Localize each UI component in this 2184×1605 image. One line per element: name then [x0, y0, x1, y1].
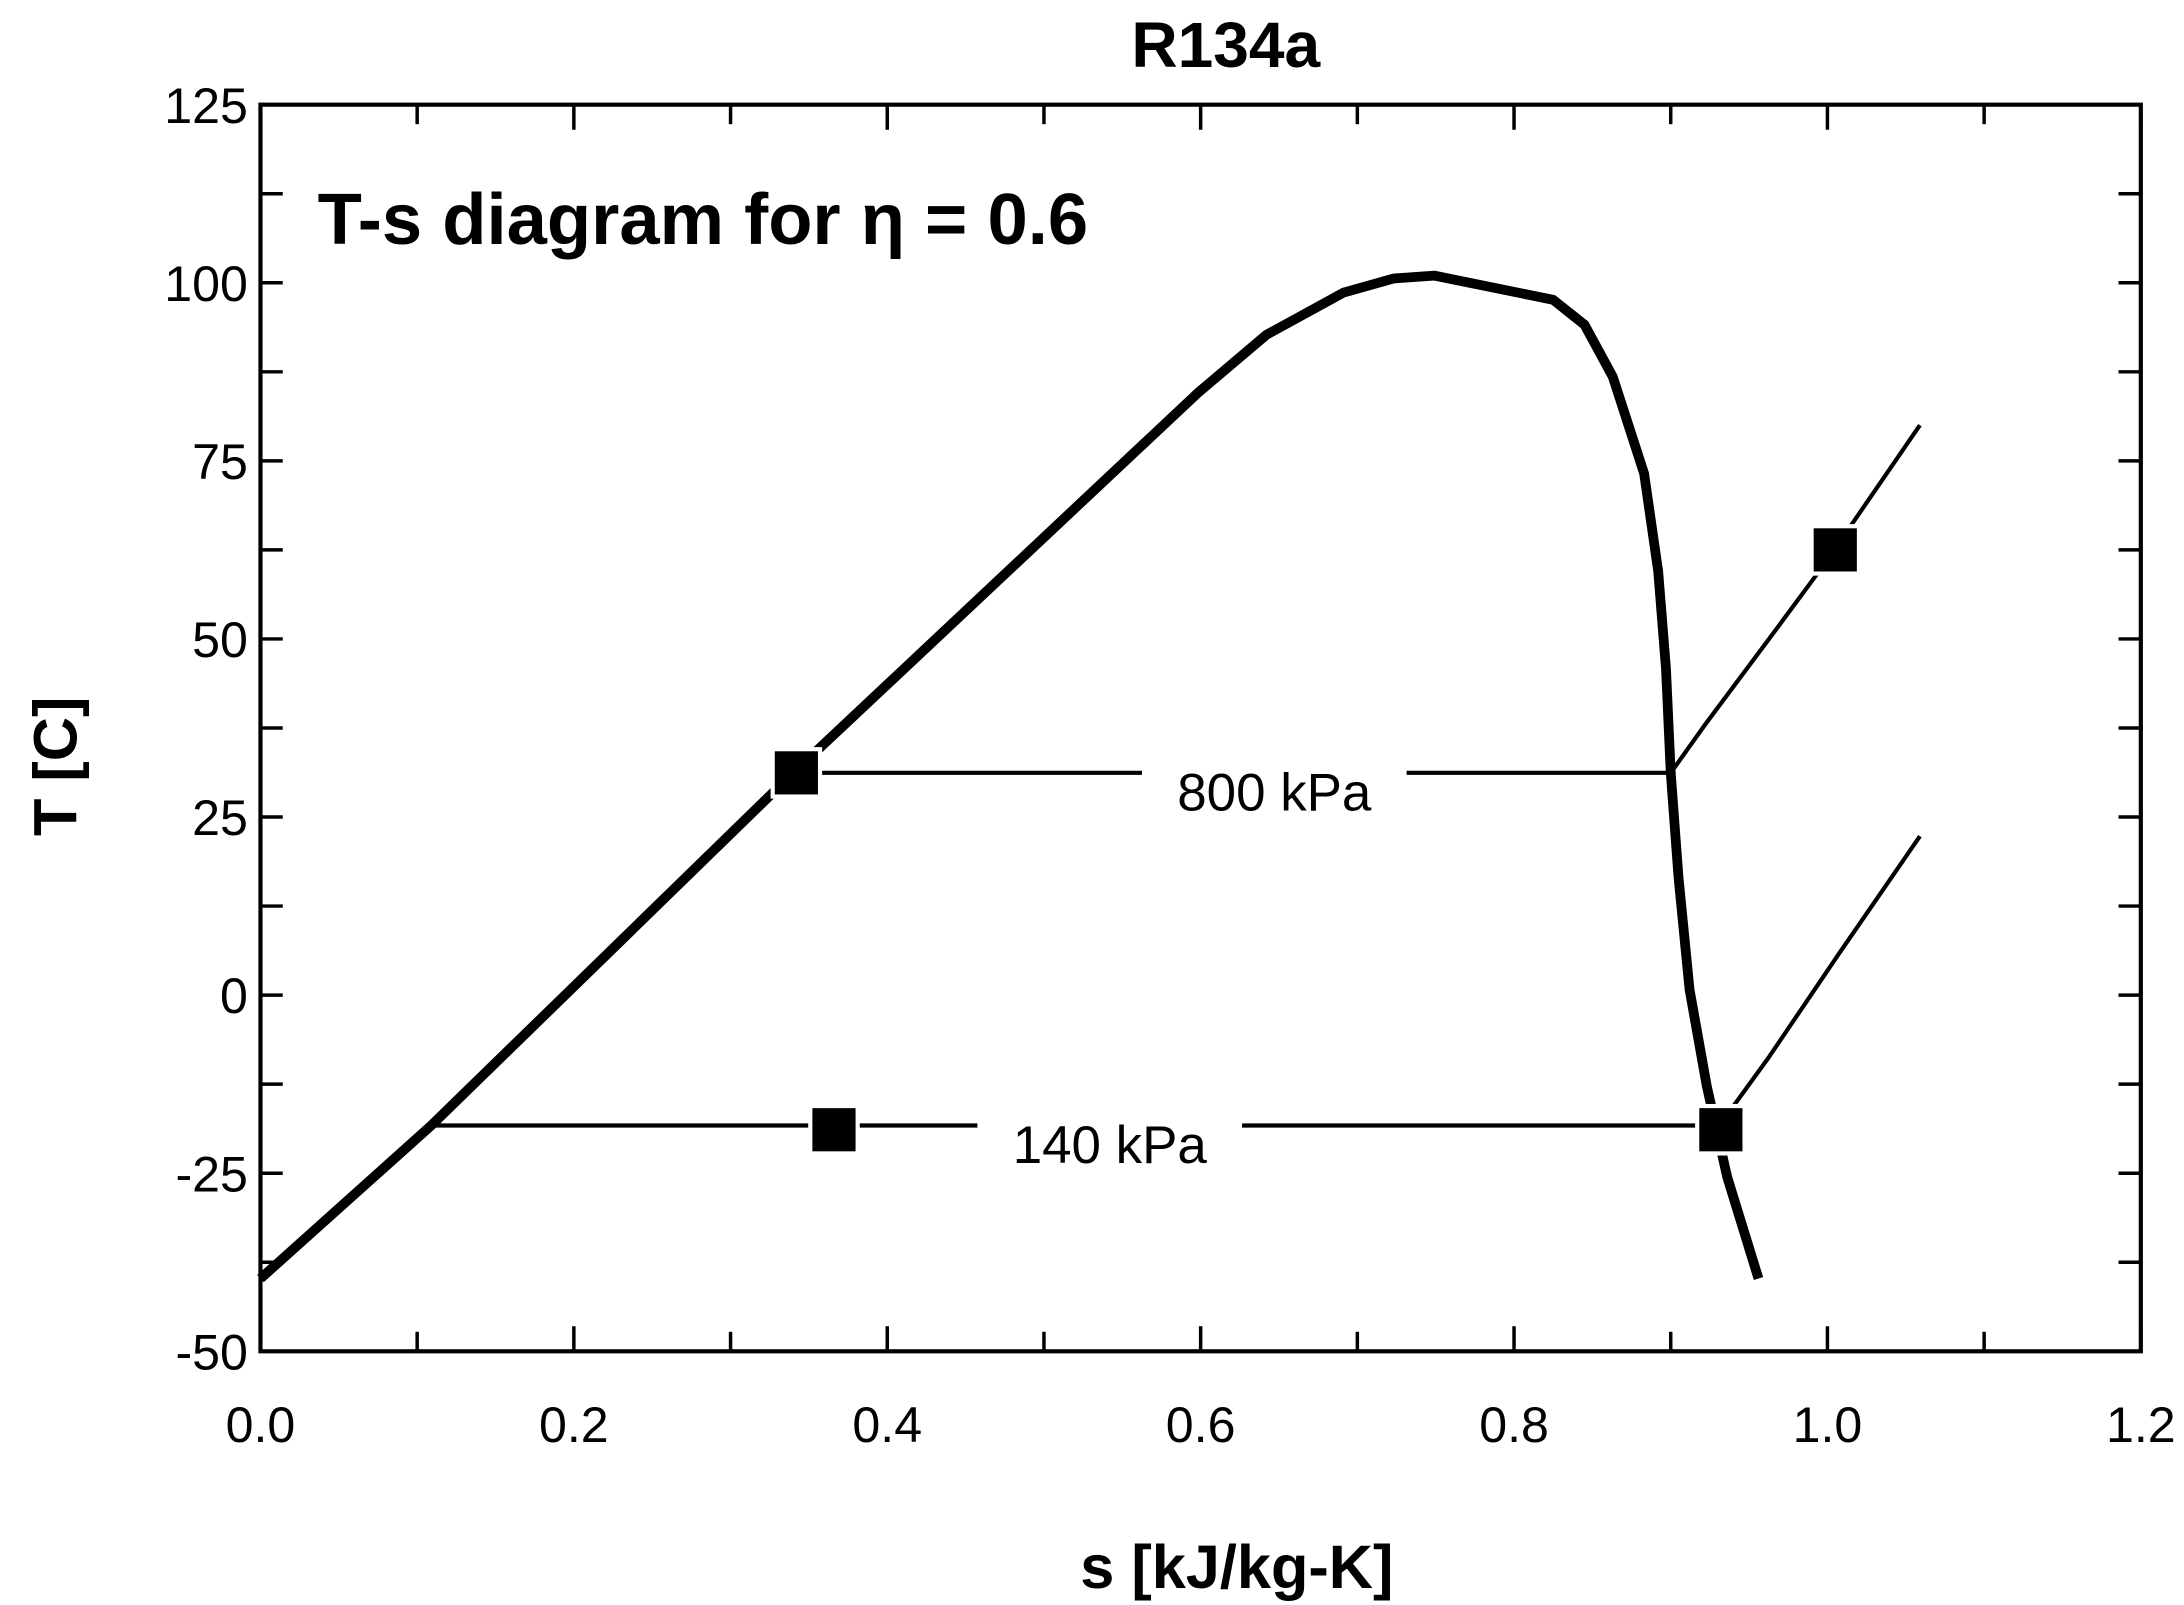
isobar-label: 140 kPa [1013, 1116, 1208, 1175]
x-tick-label: 1.0 [1793, 1397, 1863, 1453]
y-tick-label: 75 [192, 434, 248, 490]
y-tick-label: 50 [192, 612, 248, 668]
saturation-dome-line [257, 270, 1764, 1283]
state-markers [770, 524, 1862, 1156]
state-point-marker [1809, 524, 1862, 576]
x-tick-label: 0.6 [1166, 1397, 1236, 1453]
x-axis-label: s [kJ/kg-K] [1080, 1533, 1393, 1601]
x-tick-label: 0.2 [539, 1397, 609, 1453]
x-tick-label: 0.4 [852, 1397, 922, 1453]
x-tick-label: 1.2 [2106, 1397, 2176, 1453]
chart-title: R134a [1131, 9, 1321, 81]
x-tick-label: 0.0 [226, 1397, 296, 1453]
y-tick-label: -50 [175, 1324, 247, 1380]
axis-ticks: 0.0 0.2 0.4 0.6 0.8 1.0 1.2 -50 -25 0 25 50 75 100 125 [164, 78, 2175, 1453]
y-tick-label: 100 [164, 256, 248, 312]
y-tick-label: 25 [192, 790, 248, 846]
chart-annotation: T-s diagram for η = 0.6 [318, 179, 1089, 260]
state-point-marker [1695, 1103, 1747, 1156]
isobar-label-background [1141, 745, 1407, 801]
y-tick-label: 125 [164, 78, 248, 134]
y-tick-label: 0 [220, 968, 248, 1024]
isobar-label-background [977, 1097, 1243, 1154]
y-axis-label: T [C] [22, 697, 90, 836]
isobar-line-800-kpa [793, 423, 1922, 775]
y-tick-label: -25 [175, 1146, 247, 1202]
isobar-line-140-kpa [431, 835, 1922, 1128]
state-point-marker [808, 1103, 860, 1156]
isobar-labels: 800 kPa 140 kPa [977, 745, 1407, 1175]
state-point-marker [770, 747, 823, 799]
x-tick-label: 0.8 [1479, 1397, 1549, 1453]
isobar-label: 800 kPa [1177, 763, 1372, 822]
